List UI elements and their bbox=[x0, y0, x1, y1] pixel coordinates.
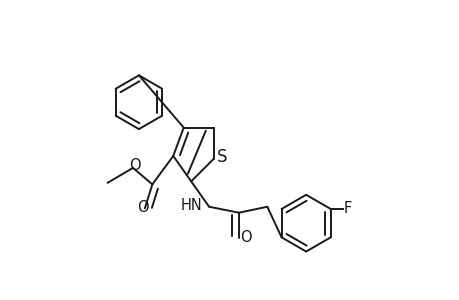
Text: S: S bbox=[216, 148, 227, 166]
Text: O: O bbox=[129, 158, 140, 173]
Text: HN: HN bbox=[180, 198, 202, 213]
Text: O: O bbox=[239, 230, 251, 245]
Text: F: F bbox=[343, 202, 352, 217]
Text: O: O bbox=[137, 200, 149, 215]
